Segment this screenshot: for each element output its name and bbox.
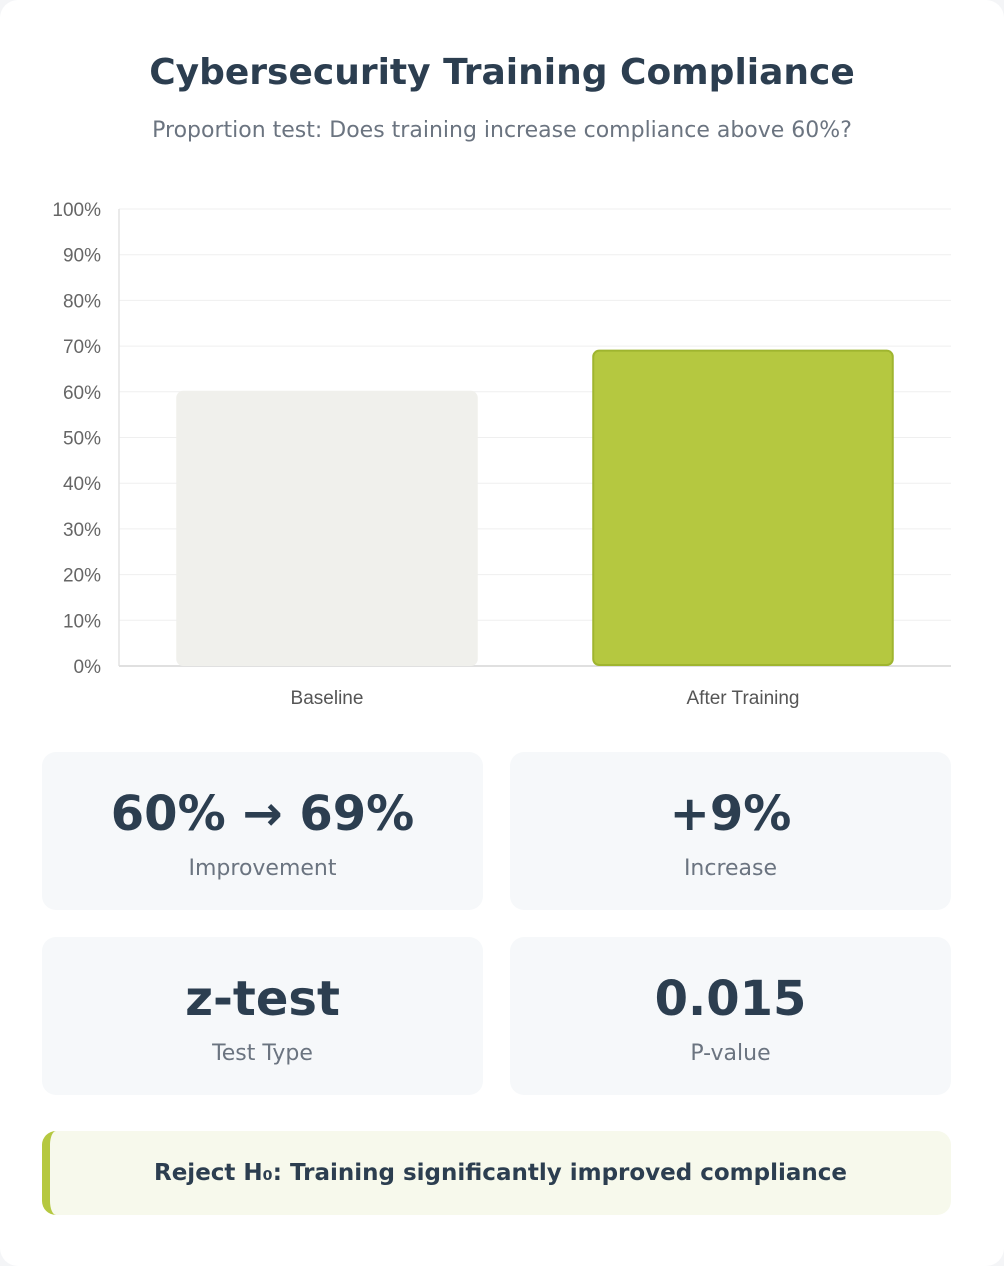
y-tick-label: 70%: [63, 337, 101, 358]
y-tick-label: 50%: [63, 429, 101, 450]
chart-labels: 0% 10% 20% 30% 40% 50% 60% 70% 80% 90% 100% Baselin…: [52, 200, 799, 709]
page-subtitle: Proportion test: Does training increase …: [152, 118, 852, 143]
y-tick-label: 10%: [63, 611, 101, 632]
y-tick-label: 100%: [52, 200, 101, 221]
y-tick-label: 20%: [63, 566, 101, 587]
stat-box-increase: +9% Increase: [510, 752, 951, 910]
stat-value-improvement: 60% → 69%: [110, 786, 415, 842]
x-tick-label: Baseline: [291, 688, 364, 709]
stat-box-test-type: z-test Test Type: [42, 937, 483, 1095]
bar-baseline: [176, 390, 478, 667]
stat-label-p-value: P-value: [690, 1041, 771, 1066]
y-tick-label: 90%: [63, 246, 101, 267]
stat-box-p-value: 0.015 P-value: [510, 937, 951, 1095]
y-tick-label: 80%: [63, 291, 101, 312]
stat-label-increase: Increase: [683, 856, 778, 881]
y-tick-label: 0%: [74, 657, 102, 678]
y-tick-label: 30%: [63, 520, 101, 541]
stat-value-p-value: 0.015: [654, 971, 807, 1027]
stat-box-improvement: 60% → 69% Improvement: [42, 752, 483, 910]
stat-value-test-type: z-test: [185, 971, 340, 1027]
bar-after-training: [592, 349, 894, 666]
stat-value-increase: +9%: [669, 786, 792, 842]
stat-label-test-type: Test Type: [212, 1041, 313, 1066]
y-tick-label: 60%: [63, 383, 101, 404]
chart-bars: [176, 349, 894, 667]
compliance-bar-chart: 0% 10% 20% 30% 40% 50% 60% 70% 80% 90% 100% Baselin…: [52, 200, 951, 709]
x-tick-label: After Training: [687, 688, 800, 709]
y-tick-label: 40%: [63, 474, 101, 495]
stat-label-improvement: Improvement: [188, 856, 337, 881]
conclusion-banner: Reject H₀: Training significantly improv…: [42, 1131, 951, 1215]
page-title: Cybersecurity Training Compliance: [149, 52, 855, 93]
